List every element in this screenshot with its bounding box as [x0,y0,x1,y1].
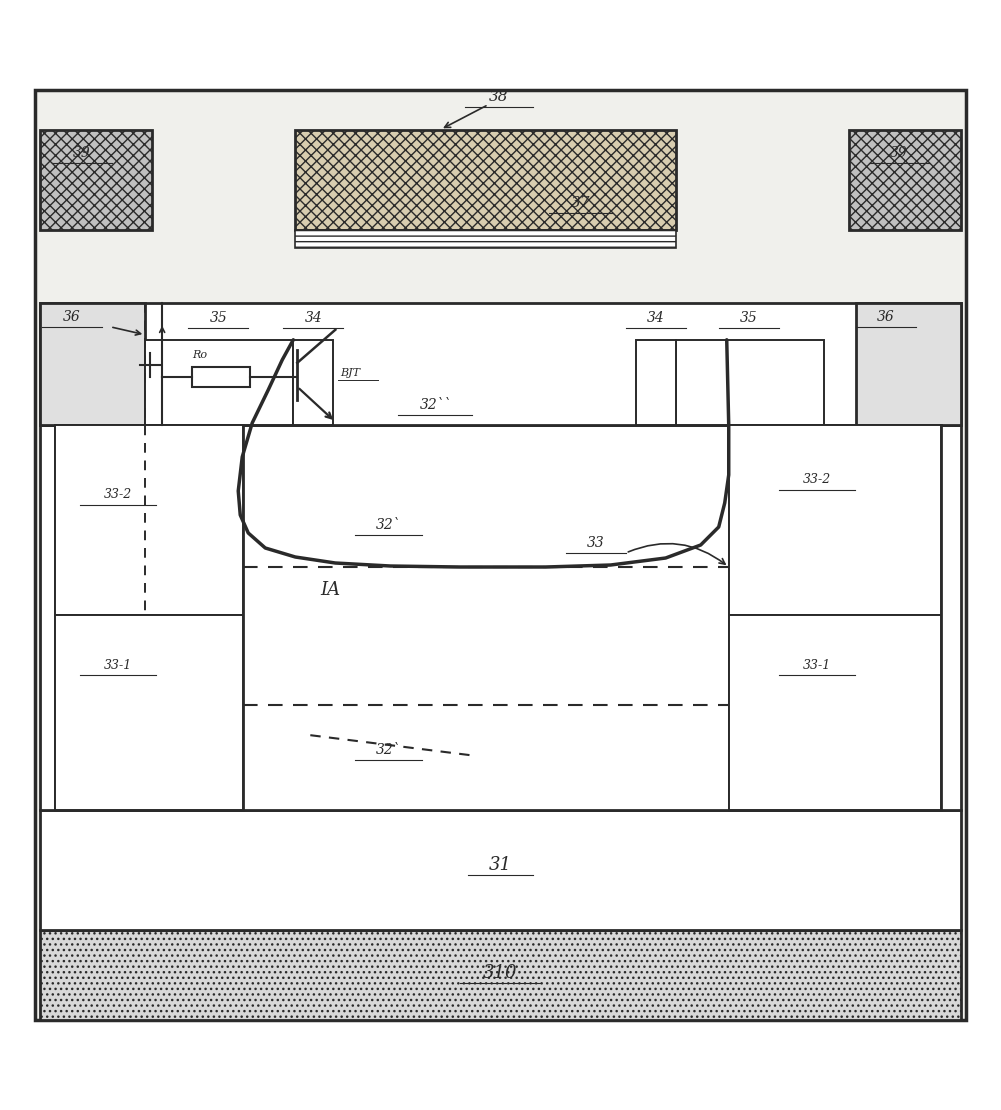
Bar [293,340,333,425]
Text: 34: 34 [304,311,322,325]
Bar [40,303,961,425]
Text: 34: 34 [647,311,665,325]
Bar [295,230,676,248]
Text: 33-1: 33-1 [104,658,132,672]
Bar [295,130,676,230]
Text: 33: 33 [587,536,605,549]
Text: 32`: 32` [376,518,400,532]
Text: 33-2: 33-2 [104,488,132,502]
Bar [40,930,961,1020]
Text: 39: 39 [890,145,908,160]
Bar [729,425,941,615]
Bar [55,425,243,615]
Bar [55,615,243,810]
Text: 32`: 32` [376,744,400,757]
Text: 310: 310 [483,965,518,982]
Text: BJT: BJT [340,367,360,377]
Text: 32``: 32`` [419,397,451,412]
Bar [40,130,152,230]
Text: 31: 31 [489,856,512,875]
Bar [40,303,145,425]
Text: 37: 37 [571,195,591,210]
Bar [40,810,961,930]
Text: 35: 35 [209,311,227,325]
Bar [55,425,243,810]
Text: 35: 35 [740,311,758,325]
Text: 39: 39 [73,145,91,160]
Text: IA: IA [320,581,340,599]
Text: 33-1: 33-1 [803,658,831,672]
Bar [145,340,293,425]
Bar [40,425,961,810]
Bar [856,303,961,425]
Bar [192,366,250,386]
Text: 36: 36 [877,310,895,324]
Bar [729,425,941,810]
Text: 38: 38 [488,90,509,103]
Text: 36: 36 [63,310,81,324]
Bar [729,615,941,810]
Bar [849,130,961,230]
Text: Ro: Ro [192,350,208,360]
Text: 33-2: 33-2 [803,474,831,486]
Bar [636,340,676,425]
Bar [676,340,824,425]
